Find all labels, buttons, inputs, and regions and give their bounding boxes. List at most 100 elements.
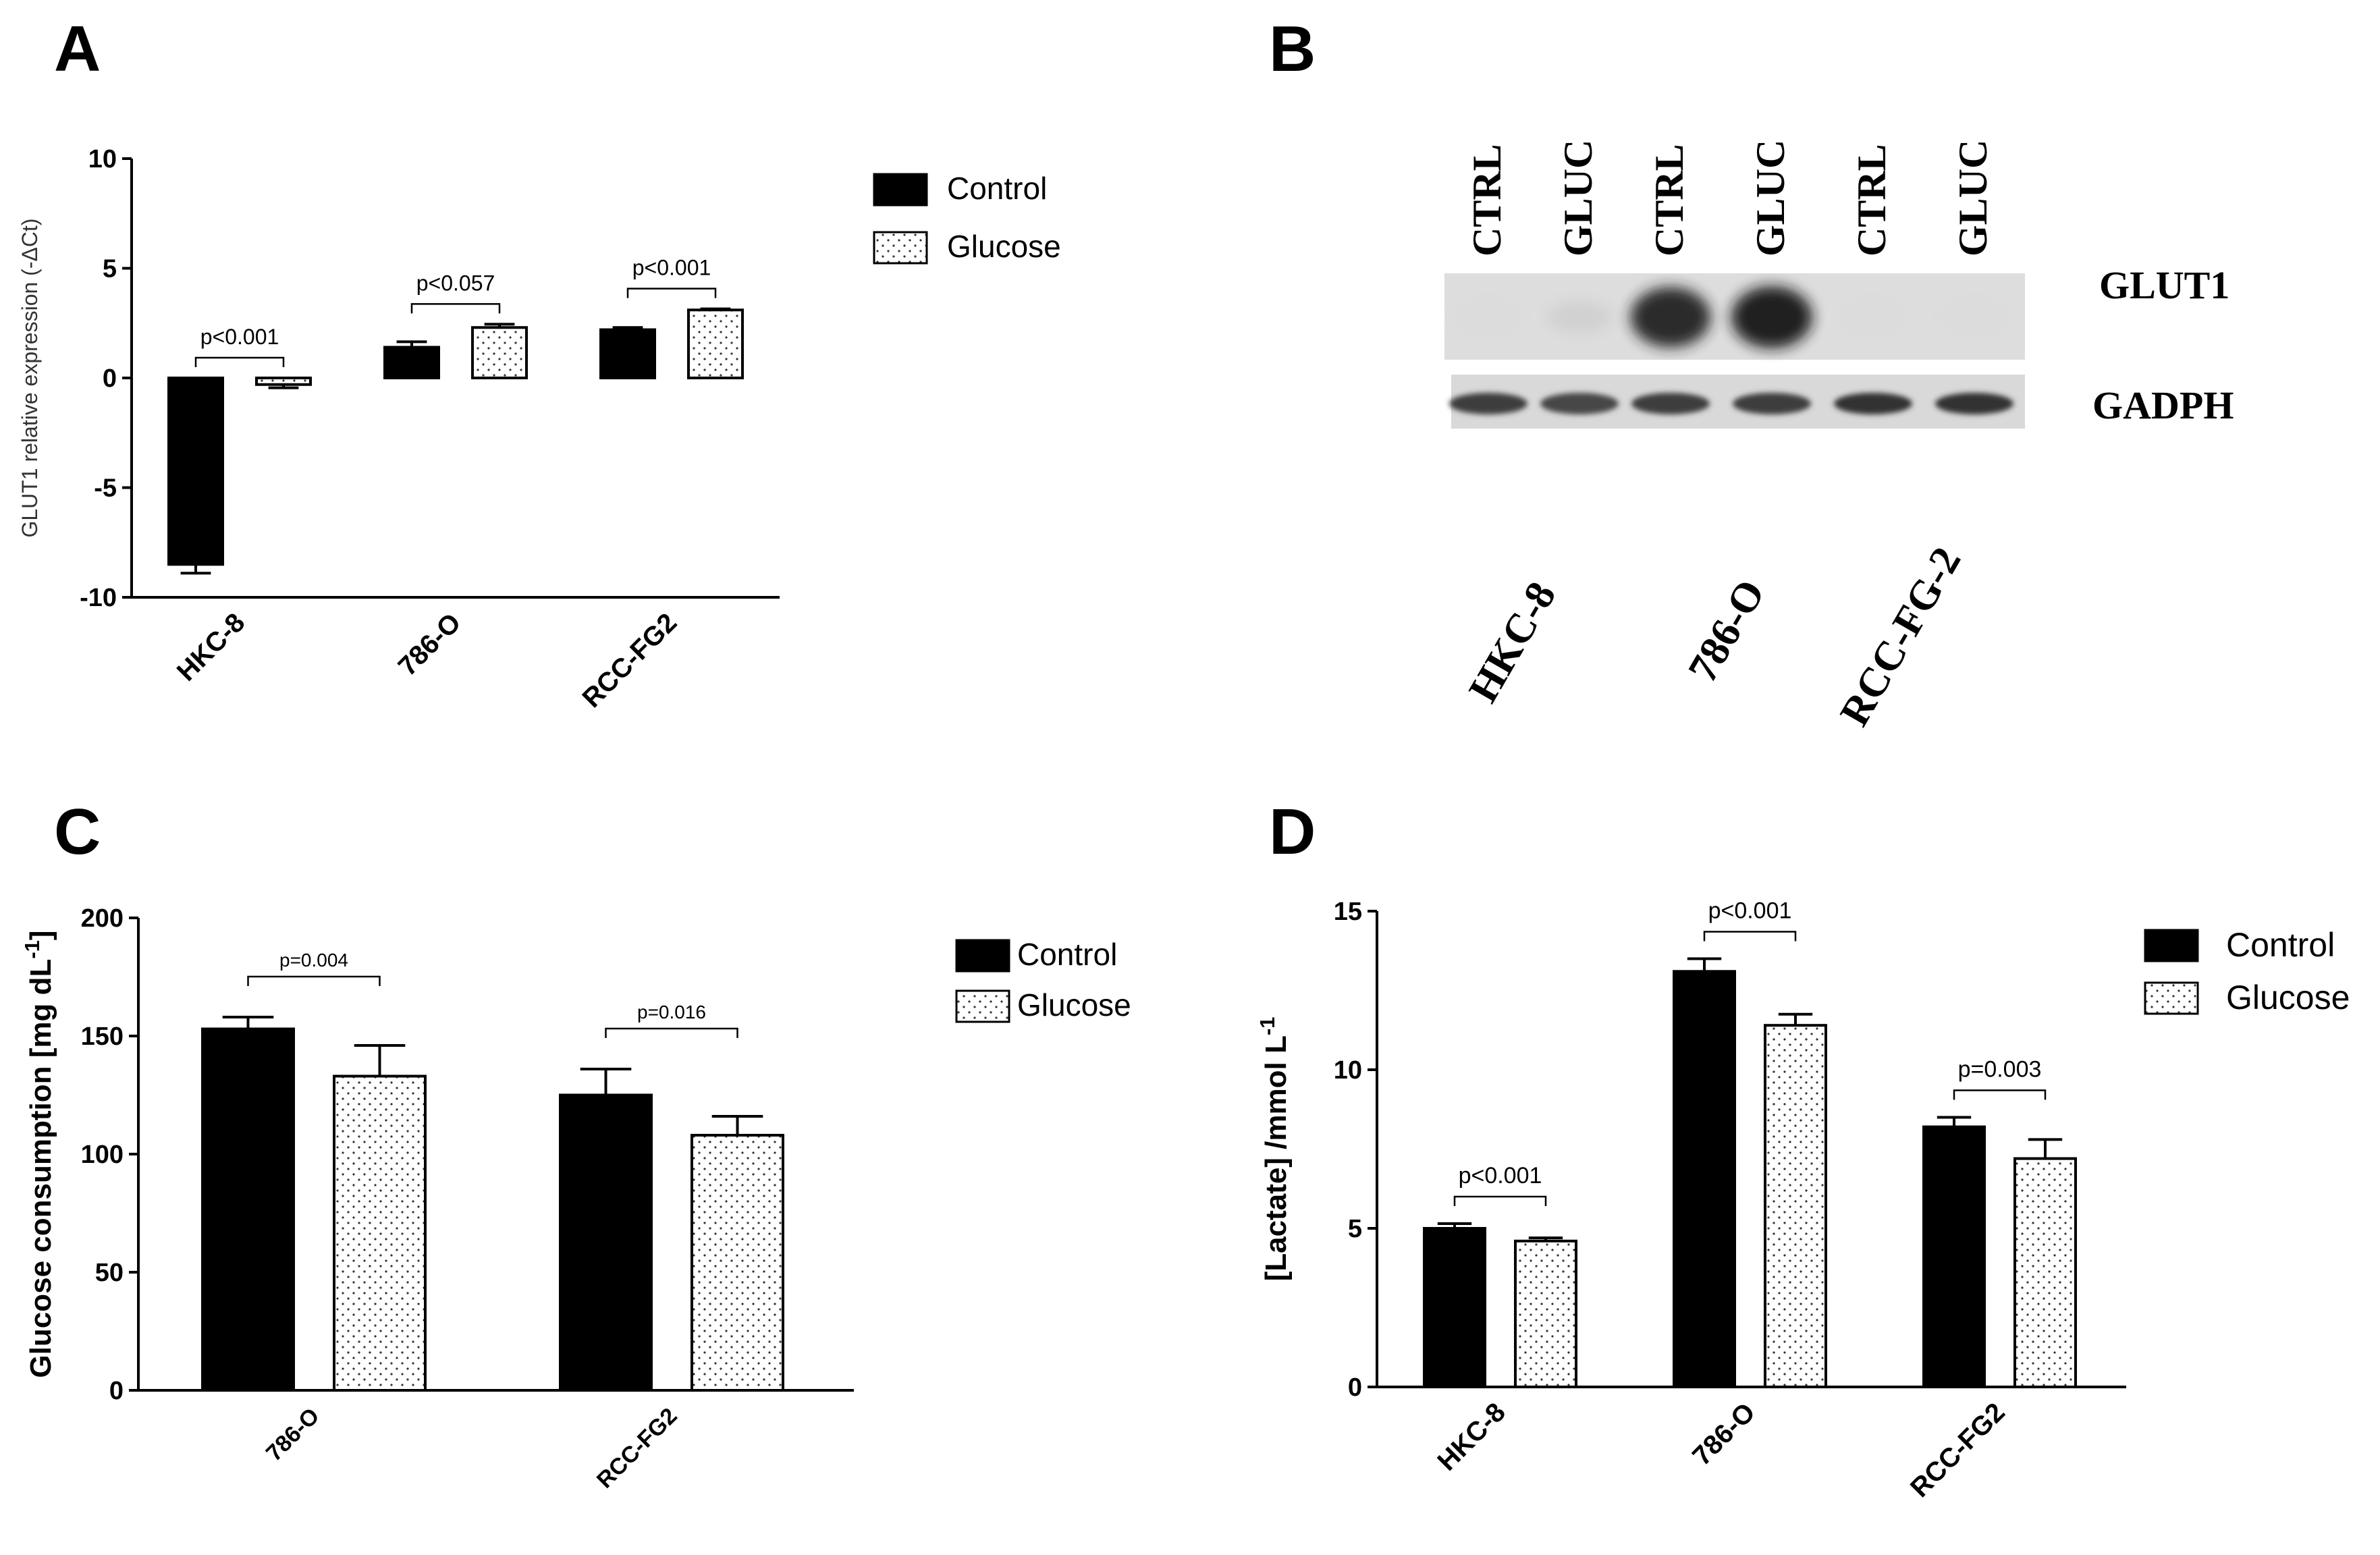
- lane-label: GLUC: [1748, 140, 1793, 256]
- legend-swatch-control: [2144, 929, 2199, 962]
- y-tick-label: 10: [88, 145, 117, 173]
- bar-control: [559, 1093, 653, 1392]
- chart-a-glut1-expression: -10 -5 0 5 10 GLUT1 relative expression (-ΔCt…: [18, 145, 780, 713]
- bar-control: [1673, 970, 1736, 1389]
- y-tick-label: 0: [1348, 1373, 1362, 1402]
- x-category-label: 786-O: [261, 1403, 325, 1467]
- lane-label: CTRL: [1849, 144, 1894, 256]
- legend-swatch-control: [873, 173, 928, 207]
- x-category-label: 786-O: [1687, 1397, 1761, 1471]
- band-gadph: [1935, 393, 2013, 414]
- y-tick-label: 0: [109, 1377, 124, 1405]
- bar-glucose: [2013, 1157, 2077, 1388]
- p-value-annotation: p=0.004: [279, 950, 348, 971]
- p-value-annotation: p<0.001: [200, 325, 279, 349]
- panel-letter-c: C: [54, 796, 101, 868]
- panel-letter-b: B: [1269, 13, 1316, 85]
- x-category-label: RCC-FG2: [1905, 1397, 2011, 1503]
- x-category-label: HKC-8: [1432, 1397, 1511, 1477]
- bar-glucose: [687, 308, 744, 379]
- x-category-label: HKC-8: [171, 607, 251, 687]
- legend-c: Control Glucose: [955, 937, 1131, 1023]
- legend-d: Control Glucose: [2144, 926, 2350, 1016]
- p-value-annotation: p<0.001: [1708, 898, 1792, 924]
- p-value-annotation: p=0.003: [1958, 1057, 2042, 1083]
- chart-d-lactate: 0 5 10 15 [Lactate] /mmol L-1 p<0.001 HKC-8 p<0…: [1255, 898, 2126, 1503]
- significance-bracket: [1953, 1089, 2047, 1100]
- bar-control: [201, 1027, 295, 1392]
- band-glut1: [1547, 301, 1612, 333]
- x-category-label: RCC-FG2: [577, 607, 683, 713]
- significance-bracket: [194, 356, 285, 367]
- x-category-label: 786-O: [393, 607, 467, 682]
- band-gadph: [1631, 393, 1710, 414]
- significance-bracket: [626, 288, 717, 298]
- legend-label-control: Control: [947, 171, 1047, 206]
- y-tick-label: 15: [1334, 898, 1362, 926]
- lane-label: CTRL: [1465, 144, 1509, 256]
- bar-glucose: [333, 1074, 427, 1392]
- p-value-annotation: p<0.057: [416, 271, 495, 295]
- lane-label: GLUC: [1556, 140, 1600, 256]
- band-glut1: [1731, 286, 1812, 348]
- legend-label-glucose: Glucose: [947, 229, 1061, 264]
- band-glut1: [1456, 302, 1521, 333]
- y-tick-label: 10: [1334, 1056, 1362, 1085]
- protein-label-gadph: GADPH: [2092, 383, 2234, 427]
- bar-glucose: [471, 326, 528, 379]
- chart-c-glucose-consumption: 0 50 100 150 200 Glucose consumption [mg dL-1…: [20, 904, 854, 1494]
- y-tick-label: 100: [81, 1141, 124, 1169]
- y-tick-label: 200: [81, 904, 124, 933]
- bar-control: [167, 377, 224, 566]
- band-gadph: [1733, 393, 1811, 414]
- y-axis-label: GLUT1 relative expression (-ΔCt): [18, 218, 42, 537]
- bar-glucose: [691, 1134, 784, 1392]
- significance-bracket: [1453, 1195, 1547, 1206]
- band-glut1: [1942, 302, 2007, 333]
- legend-label-control: Control: [2226, 926, 2335, 964]
- y-axis-label: [Lactate] /mmol L-1: [1255, 1017, 1293, 1282]
- p-value-annotation: p<0.001: [1459, 1163, 1542, 1189]
- bar-control: [1423, 1227, 1486, 1388]
- protein-label-glut1: GLUT1: [2099, 263, 2229, 307]
- legend-swatch-control: [955, 939, 1010, 973]
- y-tick-label: -10: [80, 584, 117, 612]
- panel-letter-a: A: [54, 13, 101, 85]
- significance-bracket: [247, 975, 381, 986]
- legend-swatch-glucose: [873, 231, 928, 265]
- bar-control: [1922, 1125, 1986, 1388]
- bar-control: [599, 328, 656, 379]
- band-gadph: [1449, 393, 1527, 414]
- band-gadph: [1540, 393, 1619, 414]
- cell-line-label: HKC-8: [1460, 574, 1565, 710]
- bar-glucose: [1514, 1239, 1577, 1389]
- y-tick-label: 5: [103, 255, 117, 283]
- bar-control: [383, 346, 440, 379]
- legend-swatch-glucose: [955, 989, 1010, 1023]
- p-value-annotation: p<0.001: [632, 256, 711, 280]
- band-gadph: [1834, 393, 1912, 414]
- band-glut1: [1630, 287, 1711, 348]
- significance-bracket: [605, 1027, 738, 1038]
- y-tick-label: 50: [95, 1259, 124, 1287]
- y-tick-label: 0: [103, 364, 117, 393]
- western-blot: CTRL GLUC CTRL GLUC CTRL GLUC GLUT1 GADPH HKC…: [1444, 140, 2234, 734]
- cell-line-label: 786-O: [1679, 572, 1774, 690]
- y-tick-label: 150: [81, 1022, 124, 1051]
- legend-a: Control Glucose: [873, 171, 1061, 265]
- significance-bracket: [1703, 931, 1797, 942]
- significance-bracket: [410, 303, 501, 314]
- cell-line-label: RCC-FG-2: [1831, 539, 1970, 734]
- y-axis-label: Glucose consumption [mg dL-1]: [20, 930, 58, 1377]
- bar-glucose: [255, 377, 312, 386]
- bar-glucose: [1764, 1024, 1827, 1388]
- lane-label: CTRL: [1647, 144, 1692, 256]
- lane-label: GLUC: [1951, 140, 1995, 256]
- legend-label-glucose: Glucose: [2226, 979, 2350, 1016]
- legend-label-control: Control: [1017, 937, 1117, 972]
- p-value-annotation: p=0.016: [637, 1002, 706, 1022]
- legend-swatch-glucose: [2144, 981, 2199, 1015]
- y-tick-label: -5: [94, 474, 117, 503]
- panel-letter-d: D: [1269, 796, 1316, 868]
